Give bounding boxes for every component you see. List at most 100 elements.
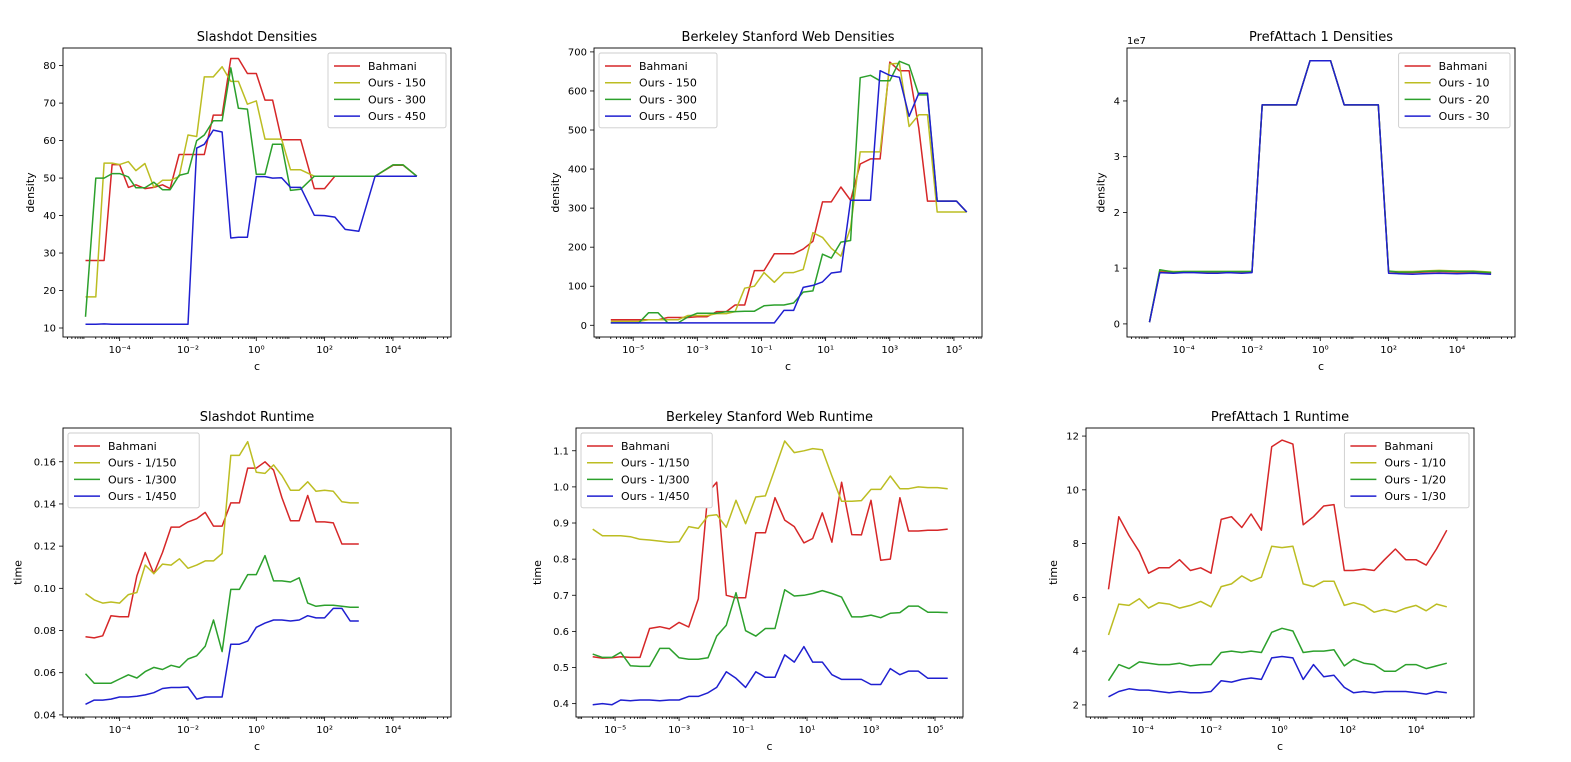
- y-tick-label: 0.06: [34, 668, 56, 679]
- legend-entry: Bahmani: [368, 60, 417, 73]
- chart-4: Slashdot Runtime 10⁻⁴ 10⁻² 10⁰ 10² 10⁴ 0.04 0.0…: [11, 410, 452, 753]
- x-tick-label: 10⁻³: [686, 345, 708, 356]
- x-tick-label: 10⁻²: [1241, 345, 1263, 356]
- y-axis-label: time: [11, 560, 24, 585]
- legend-frame: [327, 52, 447, 129]
- series-line-2: [610, 62, 967, 323]
- y-axis-label: time: [531, 560, 544, 585]
- legend-entry: Ours - 300: [639, 93, 697, 106]
- legend-entry: Bahmani: [1439, 60, 1488, 73]
- series-line-4: [610, 69, 968, 324]
- legend-frame: [67, 432, 200, 509]
- y-tick-label: 10: [1066, 485, 1079, 496]
- series-line-3: [1107, 627, 1447, 682]
- legend-entry: Ours - 1/450: [108, 490, 177, 503]
- plot-frame: [1085, 427, 1475, 718]
- legend-frame: [1343, 432, 1470, 509]
- y-tick-label: 50: [43, 174, 56, 185]
- series-line-2: [85, 440, 359, 604]
- x-tick-label: 10⁵: [927, 725, 944, 736]
- series-line-1: [85, 461, 359, 639]
- x-axis-label: c: [766, 740, 772, 753]
- series-line-4: [85, 129, 417, 326]
- legend-entry: Ours - 1/20: [1384, 473, 1446, 486]
- x-tick-label: 10⁻¹: [750, 345, 772, 356]
- legend-entry: Ours - 1/150: [621, 457, 690, 470]
- chart-6: PrefAttach 1 Runtime 10⁻⁴ 10⁻² 10⁰ 10² 10⁴ 2 4 6…: [1047, 410, 1475, 753]
- x-tick-label: 10⁻⁴: [1132, 725, 1154, 736]
- y-tick-label: 4: [1073, 647, 1079, 658]
- chart-3: PrefAttach 1 Densities 10⁻⁴ 10⁻² 10⁰ 10² 10⁴ 0…: [1095, 30, 1516, 373]
- legend: Bahmani Ours - 1/10 Ours - 1/20 Ours - 1/30: [1343, 432, 1470, 509]
- chart-2: Berkeley Stanford Web Densities 10⁻⁵ 10⁻³ 1…: [549, 30, 983, 373]
- series-line-2: [592, 440, 948, 543]
- y-tick-label: 1.1: [553, 446, 569, 457]
- series-line-2: [1107, 545, 1447, 636]
- legend-entry: Ours - 1/300: [621, 473, 690, 486]
- y-tick-label: 0: [581, 321, 587, 332]
- legend-entry: Ours - 30: [1439, 110, 1490, 123]
- x-tick-label: 10³: [881, 345, 898, 356]
- chart-title: Slashdot Densities: [197, 30, 318, 45]
- x-tick-label: 10⁴: [385, 345, 402, 356]
- x-axis-label: c: [1318, 360, 1324, 373]
- y-tick-label: 300: [568, 204, 587, 215]
- y-tick-label: 8: [1073, 539, 1079, 550]
- x-tick-label: 10⁻²: [177, 345, 199, 356]
- y-tick-label: 500: [568, 126, 587, 137]
- x-tick-label: 10⁴: [1449, 345, 1466, 356]
- x-tick-label: 10⁴: [1408, 725, 1425, 736]
- x-axis-label: c: [254, 740, 260, 753]
- y-tick-label: 0.9: [553, 519, 569, 530]
- y-tick-label: 0.12: [34, 542, 56, 553]
- y-tick-label: 20: [43, 286, 56, 297]
- x-tick-label: 10¹: [817, 345, 834, 356]
- y-tick-label: 6: [1073, 593, 1079, 604]
- series-line-4: [592, 645, 948, 706]
- series-line-4: [85, 607, 359, 705]
- plot-frame: [575, 427, 964, 718]
- chart-title: PrefAttach 1 Runtime: [1211, 410, 1349, 425]
- x-tick-label: 10⁰: [1312, 345, 1329, 356]
- series-line-1: [610, 61, 968, 321]
- y-tick-label: 100: [568, 282, 587, 293]
- y-tick-label: 0.8: [553, 555, 569, 566]
- y-tick-label: 60: [43, 136, 56, 147]
- y-tick-label: 30: [43, 249, 56, 260]
- x-tick-label: 10⁻⁵: [604, 725, 626, 736]
- legend-entry: Ours - 10: [1439, 77, 1490, 90]
- y-tick-label: 40: [43, 211, 56, 222]
- y-tick-label: 0.14: [34, 499, 56, 510]
- y-tick-label: 400: [568, 165, 587, 176]
- legend-entry: Ours - 20: [1439, 93, 1490, 106]
- y-tick-label: 3: [1114, 152, 1120, 163]
- y-tick-label: 70: [43, 99, 56, 110]
- y-tick-label: 0: [1114, 319, 1120, 330]
- legend-entry: Bahmani: [621, 440, 670, 453]
- x-axis-label: c: [254, 360, 260, 373]
- x-tick-label: 10¹: [799, 725, 816, 736]
- legend-frame: [1398, 52, 1511, 129]
- legend-entry: Ours - 1/300: [108, 473, 177, 486]
- y-tick-label: 600: [568, 86, 587, 97]
- x-axis-label: c: [785, 360, 791, 373]
- y-tick-label: 0.4: [553, 699, 569, 710]
- legend-entry: Bahmani: [108, 440, 157, 453]
- chart-5: Berkeley Stanford Web Runtime 10⁻⁵ 10⁻³ 10⁻…: [531, 410, 964, 753]
- plot-frame: [62, 427, 452, 718]
- chart-1: Slashdot Densities 10⁻⁴ 10⁻² 10⁰ 10² 10⁴ 10 20 3…: [24, 30, 452, 373]
- y-axis-label: density: [1095, 172, 1108, 213]
- legend-entry: Ours - 1/450: [621, 490, 690, 503]
- legend: Bahmani Ours - 150 Ours - 300 Ours - 450: [598, 52, 718, 129]
- y-axis-label: time: [1047, 560, 1060, 585]
- legend-entry: Ours - 1/150: [108, 457, 177, 470]
- legend-frame: [598, 52, 718, 129]
- x-tick-label: 10³: [863, 725, 880, 736]
- x-tick-label: 10²: [1380, 345, 1397, 356]
- chart-title: Slashdot Runtime: [200, 410, 315, 425]
- y-tick-label: 0.6: [553, 627, 569, 638]
- x-tick-label: 10²: [316, 725, 333, 736]
- y-tick-label: 0.7: [553, 591, 569, 602]
- legend-entry: Bahmani: [1384, 440, 1433, 453]
- y-tick-label: 1.0: [553, 482, 569, 493]
